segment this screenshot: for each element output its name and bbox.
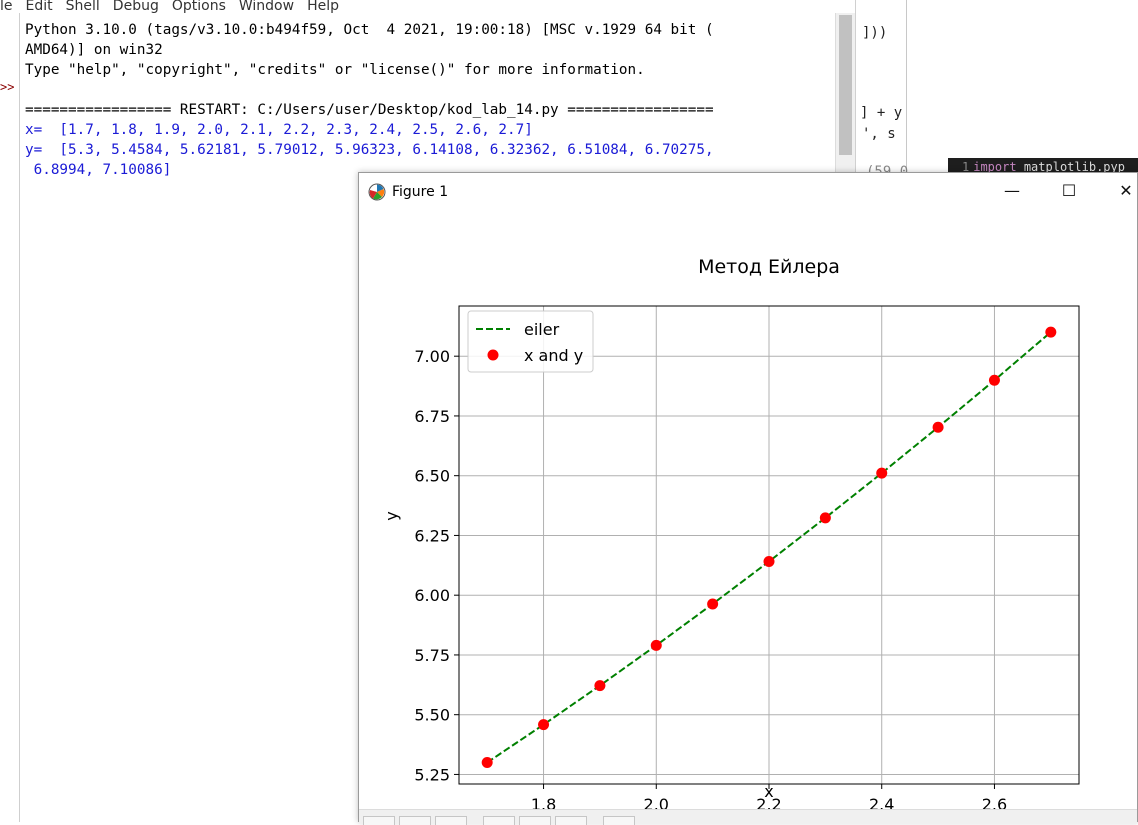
shell-prompt-mark: >>	[0, 80, 15, 94]
data-point-marker	[707, 598, 719, 610]
shell-line: Python 3.10.0 (tags/v3.10.0:b494f59, Oct…	[25, 22, 714, 38]
toolbar-save-button[interactable]	[603, 816, 635, 825]
data-point-marker	[1045, 326, 1057, 338]
shell-line: AMD64)] on win32	[25, 42, 163, 58]
code-keyword: import	[973, 160, 1017, 174]
y-tick-label: 6.25	[414, 526, 450, 545]
shell-output[interactable]: Python 3.10.0 (tags/v3.10.0:b494f59, Oct…	[25, 20, 835, 180]
y-tick-label: 5.75	[414, 646, 450, 665]
shell-line: ================= RESTART: C:/Users/user…	[25, 102, 714, 118]
shell-line: Type "help", "copyright", "credits" or "…	[25, 62, 645, 78]
editor-divider	[906, 0, 907, 170]
toolbar-forward-button[interactable]	[435, 816, 467, 825]
data-point-marker	[988, 374, 1000, 386]
y-tick-label: 6.00	[414, 586, 450, 605]
y-tick-label: 5.50	[414, 706, 450, 725]
editor-code-fragment: ] + y	[860, 105, 903, 121]
figure-title: Figure 1	[392, 184, 449, 200]
menu-item-edit[interactable]: Edit	[25, 0, 53, 13]
legend-marker-swatch	[487, 349, 499, 361]
menu-item-window[interactable]: Window	[238, 0, 295, 13]
maximize-button[interactable]: ☐	[1061, 181, 1077, 200]
y-axis-label: y	[382, 511, 401, 520]
legend-box	[467, 310, 594, 373]
toolbar-zoom-button[interactable]	[519, 816, 551, 825]
editor-code-fragment: ', s	[862, 126, 896, 142]
y-tick-label: 6.75	[414, 407, 450, 426]
shell-line: y= [5.3, 5.4584, 5.62181, 5.79012, 5.963…	[25, 142, 714, 158]
toolbar-configure-button[interactable]	[555, 816, 587, 825]
editor-code-fragment: ]))	[862, 25, 888, 41]
data-point-marker	[538, 719, 550, 731]
x-tick-label: 2.0	[644, 795, 669, 809]
code-text: matplotlib.pyp	[1016, 160, 1125, 174]
x-tick-label: 2.2	[756, 795, 781, 809]
figure-titlebar[interactable]: Figure 1 — ☐ ✕	[359, 173, 1137, 211]
legend-label-eiler: eiler	[524, 320, 560, 339]
data-point-marker	[650, 639, 662, 651]
shell-line: 6.8994, 7.10086]	[25, 162, 172, 178]
y-tick-label: 5.25	[414, 765, 450, 784]
line-number: 1	[962, 160, 970, 174]
figure-window[interactable]: Figure 1 — ☐ ✕ Метод Ейлера 1.8 2.0 2.2 2.4…	[358, 172, 1138, 825]
menu-item-debug[interactable]: Debug	[112, 0, 159, 13]
data-point-marker	[876, 467, 888, 479]
figure-toolbar[interactable]	[359, 809, 1137, 825]
legend: eiler x and y	[467, 310, 594, 373]
toolbar-home-button[interactable]	[363, 816, 395, 825]
shell-gutter	[0, 13, 20, 822]
chart-title: Метод Ейлера	[698, 256, 840, 278]
menu-item-le[interactable]: le	[0, 0, 13, 13]
menu-item-options[interactable]: Options	[171, 0, 226, 13]
minimize-button[interactable]: —	[1004, 181, 1020, 200]
x-tick-label: 1.8	[531, 795, 556, 809]
legend-label-x-and-y: x and y	[524, 346, 583, 365]
data-point-marker	[594, 680, 606, 692]
dark-editor-line[interactable]: 1 import matplotlib.pyp	[948, 158, 1138, 176]
shell-line: x= [1.7, 1.8, 1.9, 2.0, 2.1, 2.2, 2.3, 2…	[25, 122, 533, 138]
shell-line	[25, 80, 835, 100]
menu-item-shell[interactable]: Shell	[65, 0, 100, 13]
matplotlib-icon	[368, 183, 386, 201]
x-tick-label: 2.6	[982, 795, 1007, 809]
x-axis-label: x	[764, 782, 773, 801]
shell-scrollbar-thumb[interactable]	[839, 15, 852, 155]
toolbar-back-button[interactable]	[399, 816, 431, 825]
data-point-marker	[763, 555, 775, 567]
y-tick-label: 6.50	[414, 467, 450, 486]
menu-item-help[interactable]: Help	[307, 0, 339, 13]
close-button[interactable]: ✕	[1119, 181, 1133, 200]
idle-menubar: le Edit Shell Debug Options Window Help	[0, 0, 855, 13]
toolbar-pan-button[interactable]	[483, 816, 515, 825]
x-tick-label: 2.4	[869, 795, 894, 809]
y-tick-label: 7.00	[414, 347, 450, 366]
data-point-marker	[932, 421, 944, 433]
data-point-marker	[819, 512, 831, 524]
euler-chart: Метод Ейлера 1.8 2.0 2.2 2.4 2.6 5.25 5.50 5.75…	[382, 256, 1080, 809]
data-point-marker	[481, 756, 493, 768]
